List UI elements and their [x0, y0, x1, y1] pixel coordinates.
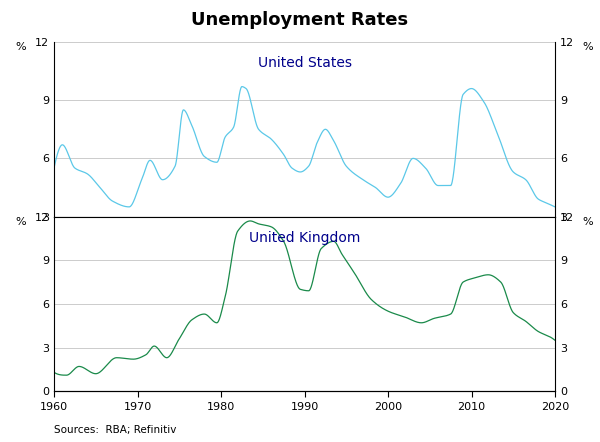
Text: Sources:  RBA; Refinitiv: Sources: RBA; Refinitiv — [54, 425, 176, 435]
Text: %: % — [16, 217, 26, 227]
Text: %: % — [583, 217, 593, 227]
Text: Unemployment Rates: Unemployment Rates — [191, 11, 409, 29]
Text: United Kingdom: United Kingdom — [249, 231, 360, 244]
Text: %: % — [16, 42, 26, 52]
Text: %: % — [583, 42, 593, 52]
Text: United States: United States — [257, 56, 352, 70]
